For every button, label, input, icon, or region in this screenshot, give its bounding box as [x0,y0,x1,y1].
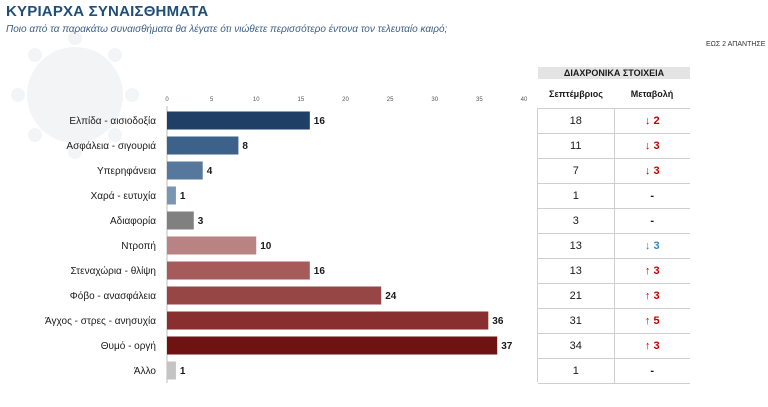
change-column-header: Μεταβολή [630,89,674,99]
category-label: Άλλο [134,366,157,377]
bar [167,261,310,280]
category-label: Θυμό - οργή [101,340,156,352]
x-tick-label: 25 [387,97,394,103]
page-title: ΚΥΡΙΑΡΧΑ ΣΥΝΑΙΣΘΗΜΑΤΑ [6,3,209,20]
change-value: ↓ 3 [644,140,660,152]
category-label: Αδιαφορία [110,215,156,227]
history-row: 13 ↑ 3 [538,259,690,284]
change-value: - [650,215,655,227]
bar [167,186,176,205]
change-value: ↓ 2 [644,115,660,127]
september-value: 18 [538,109,615,133]
x-tick-label: 0 [165,97,169,103]
change-value: ↓ 3 [644,165,660,177]
x-tick-label: 15 [298,97,305,103]
category-label: Ντροπή [121,240,156,252]
history-row: 13 ↓ 3 [538,234,690,259]
september-value: 21 [538,284,615,308]
history-row: 1- [538,184,690,209]
history-row: 31 ↑ 5 [538,309,690,334]
change-value: ↑ 3 [644,340,660,352]
table-divider [537,108,538,382]
history-row: 18 ↓ 2 [538,109,690,134]
category-label: Χαρά - ευτυχία [91,190,157,202]
september-value: 34 [538,334,615,358]
bar [167,311,489,330]
bar [167,161,203,180]
bar-value-label: 1 [180,191,186,202]
history-row: 1- [538,359,690,384]
category-label: Άγχος - στρες - ανησυχία [45,315,156,327]
history-row: 11 ↓ 3 [538,134,690,159]
category-label: Φόβο - ανασφάλεια [70,290,156,302]
bar-value-label: 10 [260,241,272,252]
bar [167,236,257,255]
change-value: - [650,190,655,202]
x-tick-label: 35 [476,97,483,103]
x-tick-label: 30 [431,97,438,103]
history-row: 7 ↓ 3 [538,159,690,184]
change-value: ↓ 3 [644,240,660,252]
september-value: 13 [538,234,615,258]
bar-value-label: 16 [314,266,326,277]
bar [167,211,194,230]
category-label: Ελπίδα - αισιοδοξία [69,115,156,127]
x-tick-label: 20 [342,97,349,103]
category-label: Στεναχώρια - θλίψη [70,265,156,277]
history-row: 34 ↑ 3 [538,334,690,359]
bar [167,361,176,380]
bar [167,136,239,155]
september-value: 31 [538,309,615,333]
answer-limit-note: ΕΩΣ 2 ΑΠΑΝΤΗΣΕ [706,41,766,48]
bar [167,336,498,355]
september-value: 1 [538,184,615,208]
bar [167,111,310,130]
september-value: 13 [538,259,615,283]
september-value: 11 [538,134,615,158]
bar-value-label: 24 [385,291,397,302]
bar [167,286,382,305]
bar-value-label: 3 [198,216,204,227]
bar-value-label: 36 [492,316,504,327]
bar-value-label: 8 [242,141,248,152]
category-label: Υπερηφάνεια [97,165,156,177]
change-value: ↑ 3 [644,265,660,277]
september-value: 7 [538,159,615,183]
history-table: 18 ↓ 2 11 ↓ 3 7 ↓ 3 1-3-13 ↓ 3 13 ↑ 3 21 ↑ 3 31 ↑ 5 34… [538,108,690,384]
history-row: 21 ↑ 3 [538,284,690,309]
emotions-bar-chart: 0 5 10 15 20 25 30 35 40 Ελπίδα - αισιοδοξία 16 Ασφ… [45,97,528,383]
bar-value-label: 16 [314,116,326,127]
change-value: ↑ 3 [644,290,660,302]
history-header: ΔΙΑΧΡΟΝΙΚΑ ΣΤΟΙΧΕΙΑ [538,67,690,79]
x-tick-label: 5 [210,97,214,103]
september-value: 3 [538,209,615,233]
category-label: Ασφάλεια - σιγουριά [66,140,156,152]
x-tick-label: 40 [521,97,528,103]
september-value: 1 [538,359,615,383]
x-tick-label: 10 [253,97,260,103]
history-row: 3- [538,209,690,234]
change-value: ↑ 5 [644,315,660,327]
bar-value-label: 4 [207,166,213,177]
bar-value-label: 37 [501,341,513,352]
survey-question: Ποιο από τα παρακάτω συναισθήματα θα λέγ… [6,24,448,35]
bar-value-label: 1 [180,366,186,377]
change-value: - [650,365,655,377]
september-column-header: Σεπτέμβριος [549,89,603,99]
